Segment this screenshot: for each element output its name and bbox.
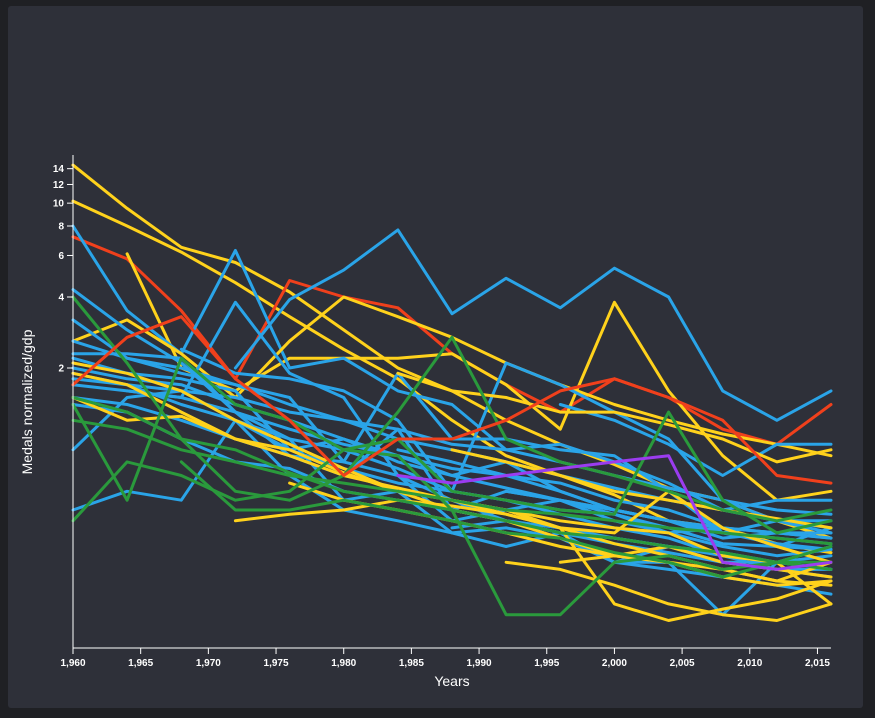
x-tick-label: 1,990	[467, 658, 492, 669]
series-line-23	[558, 403, 833, 477]
x-tick-label: 2,010	[737, 658, 762, 669]
x-tick-label: 1,970	[196, 658, 221, 669]
x-tick-label: 1,985	[399, 658, 424, 669]
x-tick-label: 1,980	[331, 658, 356, 669]
y-axis-title: Medals normalized/gdp	[19, 329, 35, 474]
y-tick-label: 14	[53, 164, 65, 175]
series-line-40	[71, 410, 833, 535]
plot-lines	[71, 163, 833, 622]
x-tick-label: 1,975	[264, 658, 289, 669]
series-line-41	[71, 418, 833, 546]
y-tick-label: 12	[53, 180, 65, 191]
series-line-36	[450, 498, 833, 622]
y-axis: 2 4 6 8 10 12 14	[53, 155, 74, 648]
series-line-35	[504, 560, 833, 622]
y-tick-label: 10	[53, 199, 65, 210]
series-line-6	[71, 224, 833, 512]
series-line-44	[396, 454, 833, 571]
x-axis-title: Years	[434, 673, 469, 689]
y-tick-label: 6	[58, 251, 64, 262]
series-line-26	[504, 489, 833, 551]
x-tick-label: 2,005	[670, 658, 695, 669]
y-tick-label: 2	[58, 364, 64, 375]
series-line-25	[396, 448, 833, 540]
series-line-38	[71, 295, 833, 523]
y-tick-label: 8	[58, 222, 64, 233]
series-line-42	[71, 396, 833, 564]
x-tick-label: 1,960	[60, 658, 85, 669]
x-tick-label: 1,995	[534, 658, 559, 669]
series-line-4	[233, 228, 833, 422]
x-tick-label: 1,965	[128, 658, 153, 669]
y-tick-label: 4	[58, 293, 64, 304]
series-line-43	[179, 460, 833, 579]
series-line-34	[450, 448, 833, 530]
series-line-33	[396, 371, 833, 464]
series-line-45	[71, 315, 833, 485]
series-line-31	[233, 489, 833, 564]
x-axis: 1,960 1,965 1,970 1,975 1,980 1,985 1,990 1,995…	[60, 647, 831, 669]
x-tick-label: 2,000	[602, 658, 627, 669]
series-line-37	[558, 545, 833, 579]
x-tick-label: 2,015	[805, 658, 830, 669]
